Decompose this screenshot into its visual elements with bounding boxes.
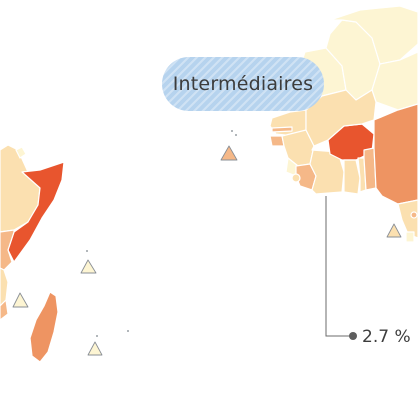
value-callout: 2.7 % <box>362 327 411 347</box>
islet <box>231 130 233 132</box>
east-africa-region <box>0 144 65 363</box>
islands-indian-ocean <box>12 130 237 356</box>
country-somalia[interactable] <box>7 161 65 263</box>
country-madagascar[interactable] <box>29 291 59 363</box>
west-africa-region <box>269 5 418 243</box>
islet <box>235 134 237 136</box>
country-ghana[interactable] <box>343 159 361 195</box>
country-tanzania[interactable] <box>0 267 9 307</box>
country-benin[interactable] <box>363 147 377 191</box>
islet <box>127 330 129 332</box>
callout-leader-line <box>325 196 352 337</box>
island-marker[interactable] <box>80 259 97 274</box>
country-equatorial-guinea[interactable] <box>405 231 415 243</box>
island-bioko[interactable] <box>291 173 301 183</box>
country-mozambique[interactable] <box>0 299 9 321</box>
islet <box>96 335 98 337</box>
country-west-mid[interactable] <box>305 89 377 147</box>
island-sao-tome[interactable] <box>410 211 418 219</box>
island-marker-cape-verde[interactable] <box>220 145 238 161</box>
country-gambia[interactable] <box>271 126 293 133</box>
region-label: Intermédiaires <box>162 57 324 111</box>
callout-dot <box>349 332 357 340</box>
country-nigeria[interactable] <box>373 103 418 205</box>
island-marker[interactable] <box>12 292 29 308</box>
island-marker-gulf[interactable] <box>386 223 402 238</box>
island-marker[interactable] <box>87 341 103 356</box>
country-cote-divoire[interactable] <box>309 145 345 195</box>
country-djibouti[interactable] <box>15 146 27 159</box>
islet <box>86 250 88 252</box>
